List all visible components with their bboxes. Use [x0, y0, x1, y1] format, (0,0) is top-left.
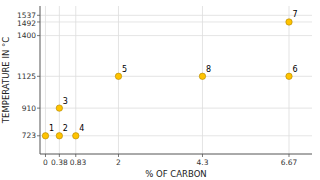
y-tick-label: 723 [22, 131, 37, 140]
grid-line-x [59, 6, 60, 154]
x-tick [45, 154, 46, 157]
x-tick [202, 154, 203, 157]
y-tick [37, 15, 40, 16]
point-label: 6 [292, 65, 297, 74]
y-tick [37, 76, 40, 77]
points [42, 19, 292, 139]
grid-line-y [40, 108, 312, 109]
y-tick-label: 1537 [17, 11, 36, 20]
point [42, 133, 48, 139]
point [56, 105, 62, 111]
point-label: 5 [122, 65, 127, 74]
x-tick [75, 154, 76, 157]
point-label: 4 [79, 124, 84, 133]
point [286, 73, 292, 79]
point-label: 3 [63, 97, 68, 106]
grid-line-x [288, 6, 289, 154]
x-tick-label: 6.67 [281, 158, 298, 167]
x-tick [59, 154, 60, 157]
grid [40, 6, 312, 154]
y-tick [37, 21, 40, 22]
y-tick-label: 1125 [17, 72, 36, 81]
chart: 00.380.8324.36.677239101125140014921537%… [0, 0, 320, 180]
grid-line-y [40, 76, 312, 77]
grid-line-x [202, 6, 203, 154]
point [199, 73, 205, 79]
y-axis-title: TEMPERATURE IN °C [1, 37, 11, 124]
point [56, 133, 62, 139]
grid-line-y [40, 15, 312, 16]
x-tick [288, 154, 289, 157]
y-tick [37, 35, 40, 36]
x-axis-title: % OF CARBON [145, 169, 206, 179]
y-tick-label: 1400 [17, 31, 36, 40]
point-label: 8 [206, 65, 211, 74]
point-label: 7 [292, 10, 297, 19]
point [286, 19, 292, 25]
x-tick-label: 4.3 [197, 158, 209, 167]
grid-line-y [40, 21, 312, 22]
y-tick-label: 1492 [17, 19, 36, 28]
x-tick-label: 0.38 [51, 158, 68, 167]
y-tick [37, 135, 40, 136]
point-label: 2 [63, 124, 68, 133]
point [115, 73, 121, 79]
grid-line-y [40, 35, 312, 36]
point [73, 133, 79, 139]
x-tick [118, 154, 119, 157]
x-tick-label: 0 [43, 158, 48, 167]
x-tick-label: 2 [116, 158, 121, 167]
grid-line-x [75, 6, 76, 154]
y-tick-label: 910 [22, 104, 37, 113]
grid-line-x [118, 6, 119, 154]
point-labels: 1 3 2 4 5 8 7 6 [49, 10, 298, 133]
grid-line-y [40, 135, 312, 136]
x-axis-line [40, 154, 312, 155]
x-tick-label: 0.83 [70, 158, 87, 167]
grid-line-x [45, 6, 46, 154]
y-tick [37, 108, 40, 109]
y-axis-line [40, 6, 41, 154]
point-label: 1 [49, 124, 54, 133]
